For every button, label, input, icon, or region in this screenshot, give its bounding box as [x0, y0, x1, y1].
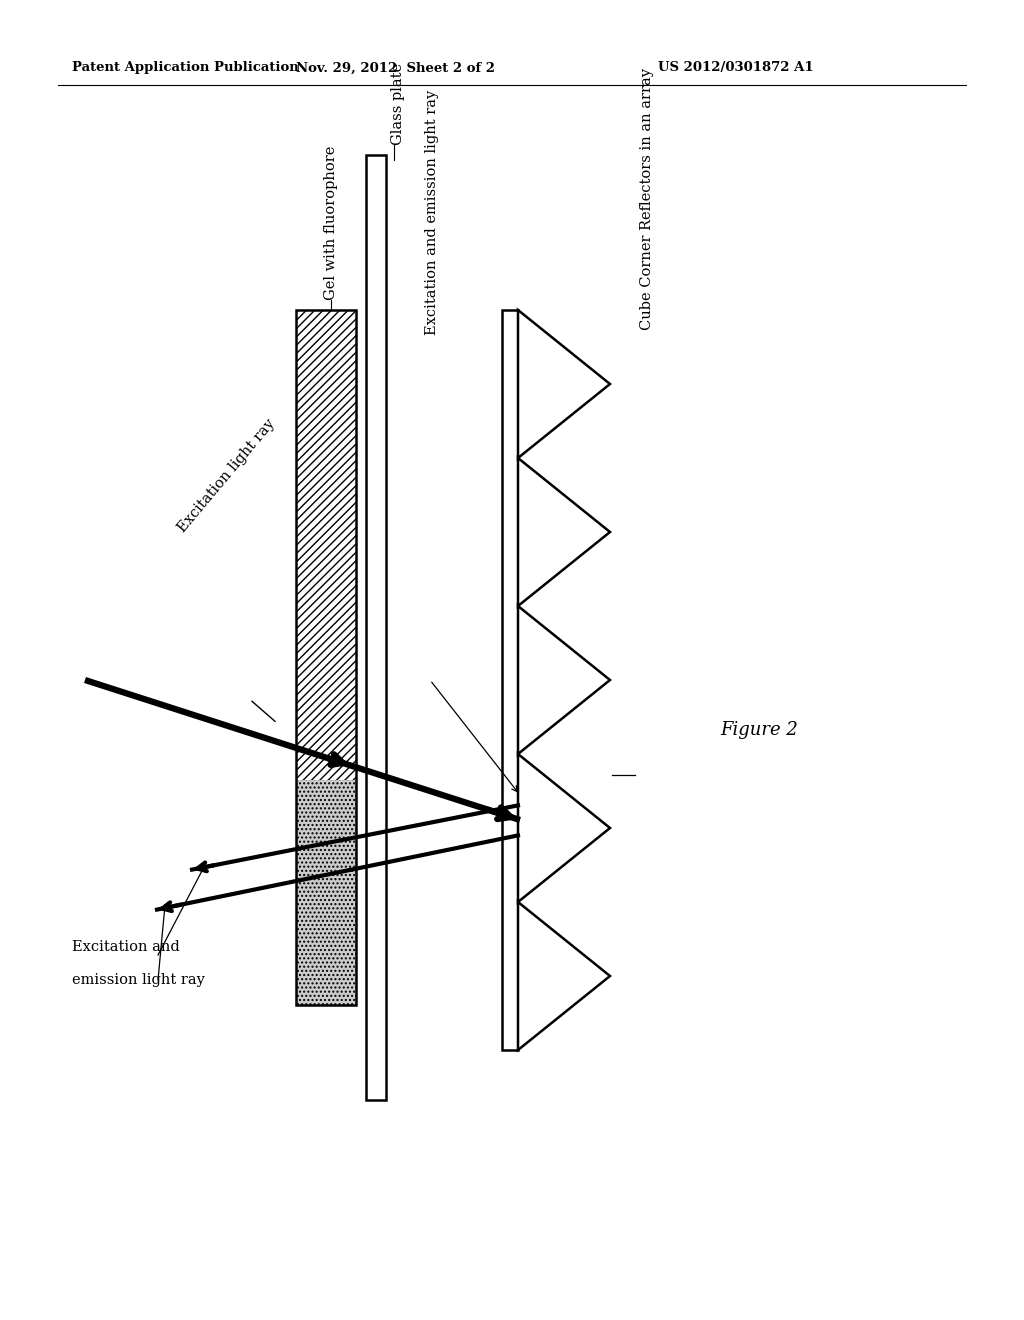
Text: Nov. 29, 2012  Sheet 2 of 2: Nov. 29, 2012 Sheet 2 of 2 [296, 62, 495, 74]
Bar [296, 780, 356, 1005]
Polygon shape [518, 902, 610, 1049]
Polygon shape [518, 754, 610, 902]
Text: emission light ray: emission light ray [72, 973, 205, 987]
Bar [502, 310, 518, 1049]
Bar [366, 154, 386, 1100]
Text: Excitation light ray: Excitation light ray [175, 417, 278, 535]
Polygon shape [518, 606, 610, 754]
Polygon shape [518, 310, 610, 458]
Text: Figure 2: Figure 2 [720, 721, 798, 739]
Text: Gel with fluorophore: Gel with fluorophore [324, 145, 338, 300]
Text: Glass plate: Glass plate [391, 63, 406, 145]
Text: Patent Application Publication: Patent Application Publication [72, 62, 299, 74]
Text: Excitation and: Excitation and [72, 940, 180, 954]
Polygon shape [518, 458, 610, 606]
Bar [296, 310, 356, 780]
Text: US 2012/0301872 A1: US 2012/0301872 A1 [658, 62, 814, 74]
Bar [296, 310, 356, 1005]
Bar [296, 310, 356, 780]
Text: Excitation and emission light ray: Excitation and emission light ray [425, 90, 439, 335]
Bar [296, 780, 356, 1005]
Text: Cube Corner Reflectors in an array: Cube Corner Reflectors in an array [640, 69, 654, 330]
